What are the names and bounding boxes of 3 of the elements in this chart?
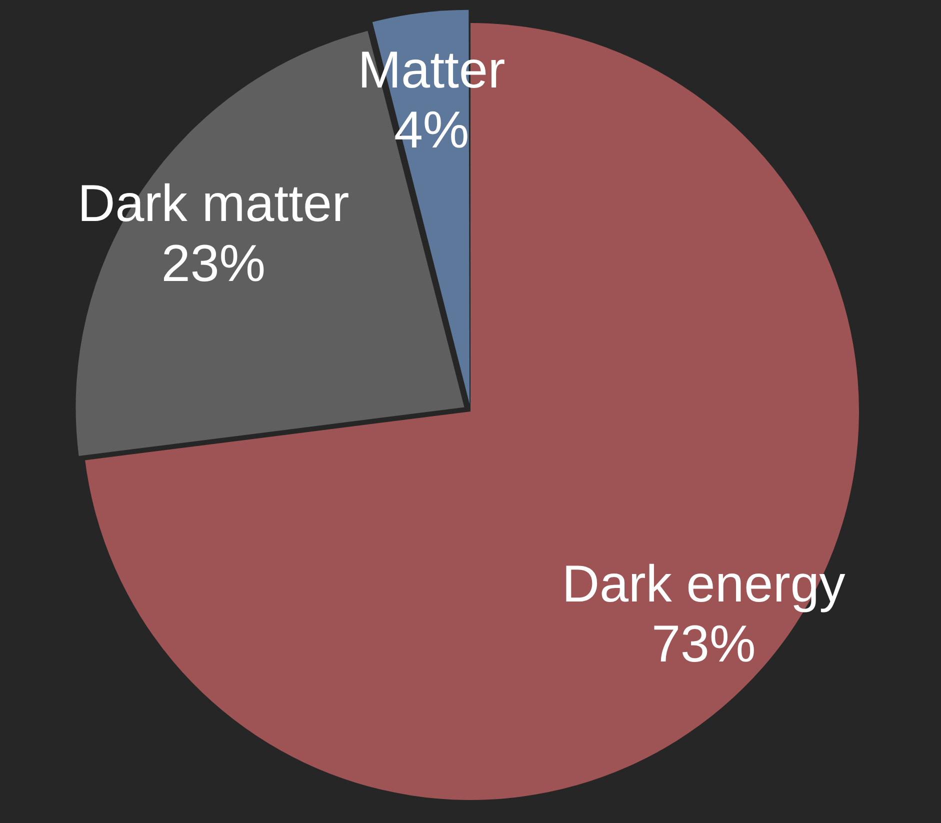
data-label: 73% bbox=[652, 615, 756, 674]
data-label: 23% bbox=[161, 235, 266, 294]
slice-label: Dark matter bbox=[78, 175, 350, 234]
